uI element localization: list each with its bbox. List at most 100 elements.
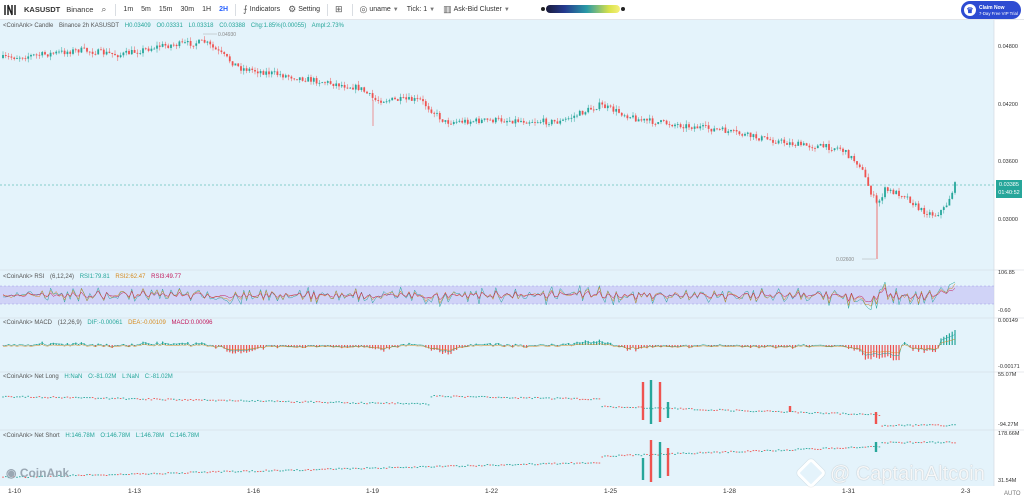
net-long-bar bbox=[940, 425, 942, 427]
net-long-pane[interactable] bbox=[0, 372, 994, 430]
net-short-bar bbox=[16, 476, 18, 478]
macd-bar bbox=[302, 345, 304, 349]
timeframe-30m[interactable]: 30m bbox=[180, 6, 195, 13]
net-long-bar bbox=[934, 424, 937, 426]
cluster-selector[interactable]: ▥ Ask-Bid Cluster ▼ bbox=[439, 0, 514, 20]
net-long-bar bbox=[187, 399, 189, 401]
candle-body bbox=[74, 49, 77, 51]
net-short-bar bbox=[220, 471, 223, 473]
candle-body bbox=[136, 52, 139, 54]
net-long-legend[interactable]: <CoinAnk> Net Long H:NaN O:-81.02M L:NaN… bbox=[3, 374, 177, 380]
net-long-bar bbox=[159, 398, 161, 400]
net-short-bar bbox=[542, 462, 545, 464]
candle-pane[interactable] bbox=[0, 20, 994, 270]
macd-bar bbox=[761, 345, 763, 347]
net-short-bar bbox=[565, 462, 567, 464]
net-long-bar bbox=[61, 397, 63, 399]
candle-body bbox=[200, 39, 203, 41]
price-scale[interactable] bbox=[994, 20, 1024, 486]
net-long-bar bbox=[553, 398, 556, 400]
timeframe-1h[interactable]: 1H bbox=[202, 6, 212, 13]
net-long-bar bbox=[402, 403, 405, 405]
net-long-bar bbox=[131, 398, 133, 400]
candle-body bbox=[111, 52, 114, 54]
auto-scale-button[interactable]: AUTO bbox=[1004, 491, 1021, 497]
net-long-bar bbox=[299, 401, 301, 403]
net-long-bar bbox=[621, 406, 623, 408]
net-short-bar bbox=[7, 477, 10, 479]
macd-bar bbox=[164, 343, 166, 345]
net-short-pane[interactable] bbox=[0, 430, 994, 486]
heatmap-color-scale[interactable] bbox=[546, 5, 620, 13]
candle-body bbox=[584, 112, 587, 115]
app-logo[interactable] bbox=[0, 0, 20, 20]
net-long-bar bbox=[240, 399, 242, 401]
net-long-bar bbox=[226, 400, 228, 402]
macd-bar bbox=[946, 335, 948, 345]
candle-legend[interactable]: <CoinAnk> Candle Binance 2h KASUSDT H0.0… bbox=[3, 23, 348, 29]
net-short-bar bbox=[285, 469, 287, 471]
net-short-bar bbox=[833, 448, 836, 450]
macd-bar bbox=[884, 345, 886, 358]
macd-bar bbox=[386, 345, 388, 349]
net-long-bar bbox=[864, 413, 867, 415]
net-long-bar bbox=[111, 397, 113, 399]
candle-body bbox=[534, 122, 536, 124]
candle-body bbox=[181, 41, 184, 43]
macd-bar bbox=[304, 345, 306, 348]
net-long-bar bbox=[755, 410, 757, 412]
net-short-legend[interactable]: <CoinAnk> Net Short H:146.78M O:146.78M … bbox=[3, 433, 203, 439]
net-long-bar bbox=[559, 397, 561, 399]
indicators-button[interactable]: ⨍ Indicators bbox=[239, 0, 284, 20]
net-long-bar bbox=[145, 399, 147, 401]
candle-body bbox=[881, 197, 884, 201]
candle-body bbox=[32, 54, 35, 56]
symbol-selector[interactable]: KASUSDT Binance bbox=[20, 0, 97, 20]
rsi-legend[interactable]: <CoinAnk> RSI (6,12,24) RSI1:79.81 RSI2:… bbox=[3, 274, 185, 280]
setting-button[interactable]: ⚙ Setting bbox=[284, 0, 324, 20]
net-short-bar bbox=[870, 445, 872, 447]
vip-trial-button[interactable]: ♛ Claim Now 7-Day Free VIP Trial bbox=[961, 1, 1021, 19]
net-long-bar bbox=[301, 401, 304, 403]
net-short-axis-label: 31.54M bbox=[998, 478, 1017, 484]
timeframe-5m[interactable]: 5m bbox=[141, 6, 151, 13]
timeframe-1m[interactable]: 1m bbox=[123, 6, 134, 13]
net-short-bar bbox=[433, 466, 435, 468]
net-long-bar bbox=[861, 413, 864, 415]
candle-body bbox=[942, 207, 945, 211]
net-short-bar bbox=[455, 465, 458, 467]
macd-bar bbox=[696, 345, 698, 347]
chart-area[interactable]: 0.04930 0.02600 bbox=[0, 20, 1024, 501]
tick-selector[interactable]: Tick: 1 ▼ bbox=[403, 0, 439, 20]
search-button[interactable]: ⌕ bbox=[97, 0, 112, 20]
net-short-bar bbox=[61, 476, 63, 477]
candle-body bbox=[816, 145, 819, 149]
net-short-bar bbox=[234, 471, 237, 473]
timeframe-2h[interactable]: 2H bbox=[215, 0, 232, 20]
user-selector[interactable]: ◎ uname ▼ bbox=[356, 0, 403, 20]
candle-body bbox=[556, 121, 559, 124]
candle-body bbox=[245, 68, 248, 71]
net-long-bar bbox=[747, 410, 749, 412]
macd-bar bbox=[439, 345, 441, 353]
net-short-bar bbox=[413, 466, 416, 468]
candle-body bbox=[520, 120, 522, 122]
macd-bar bbox=[610, 342, 612, 345]
scale-handle-left[interactable] bbox=[541, 7, 545, 11]
candle-body bbox=[80, 47, 83, 53]
time-scale[interactable] bbox=[0, 486, 1024, 501]
candle-body bbox=[298, 77, 301, 81]
candle-body bbox=[531, 122, 534, 124]
net-short-bar bbox=[951, 442, 953, 444]
macd-legend[interactable]: <CoinAnk> MACD (12,26,9) DIF:-0.00061 DE… bbox=[3, 320, 217, 326]
net-short-bar bbox=[887, 442, 889, 444]
net-short-bar bbox=[478, 464, 480, 466]
scale-handle-right[interactable] bbox=[621, 7, 625, 11]
candle-body bbox=[685, 124, 688, 129]
candle-body bbox=[366, 91, 368, 94]
net-long-bar bbox=[419, 403, 421, 405]
timeframe-15m[interactable]: 15m bbox=[158, 6, 173, 13]
candle-body bbox=[326, 81, 329, 83]
layout-button[interactable]: ⊞ bbox=[331, 0, 349, 20]
net-short-bar bbox=[170, 472, 172, 474]
